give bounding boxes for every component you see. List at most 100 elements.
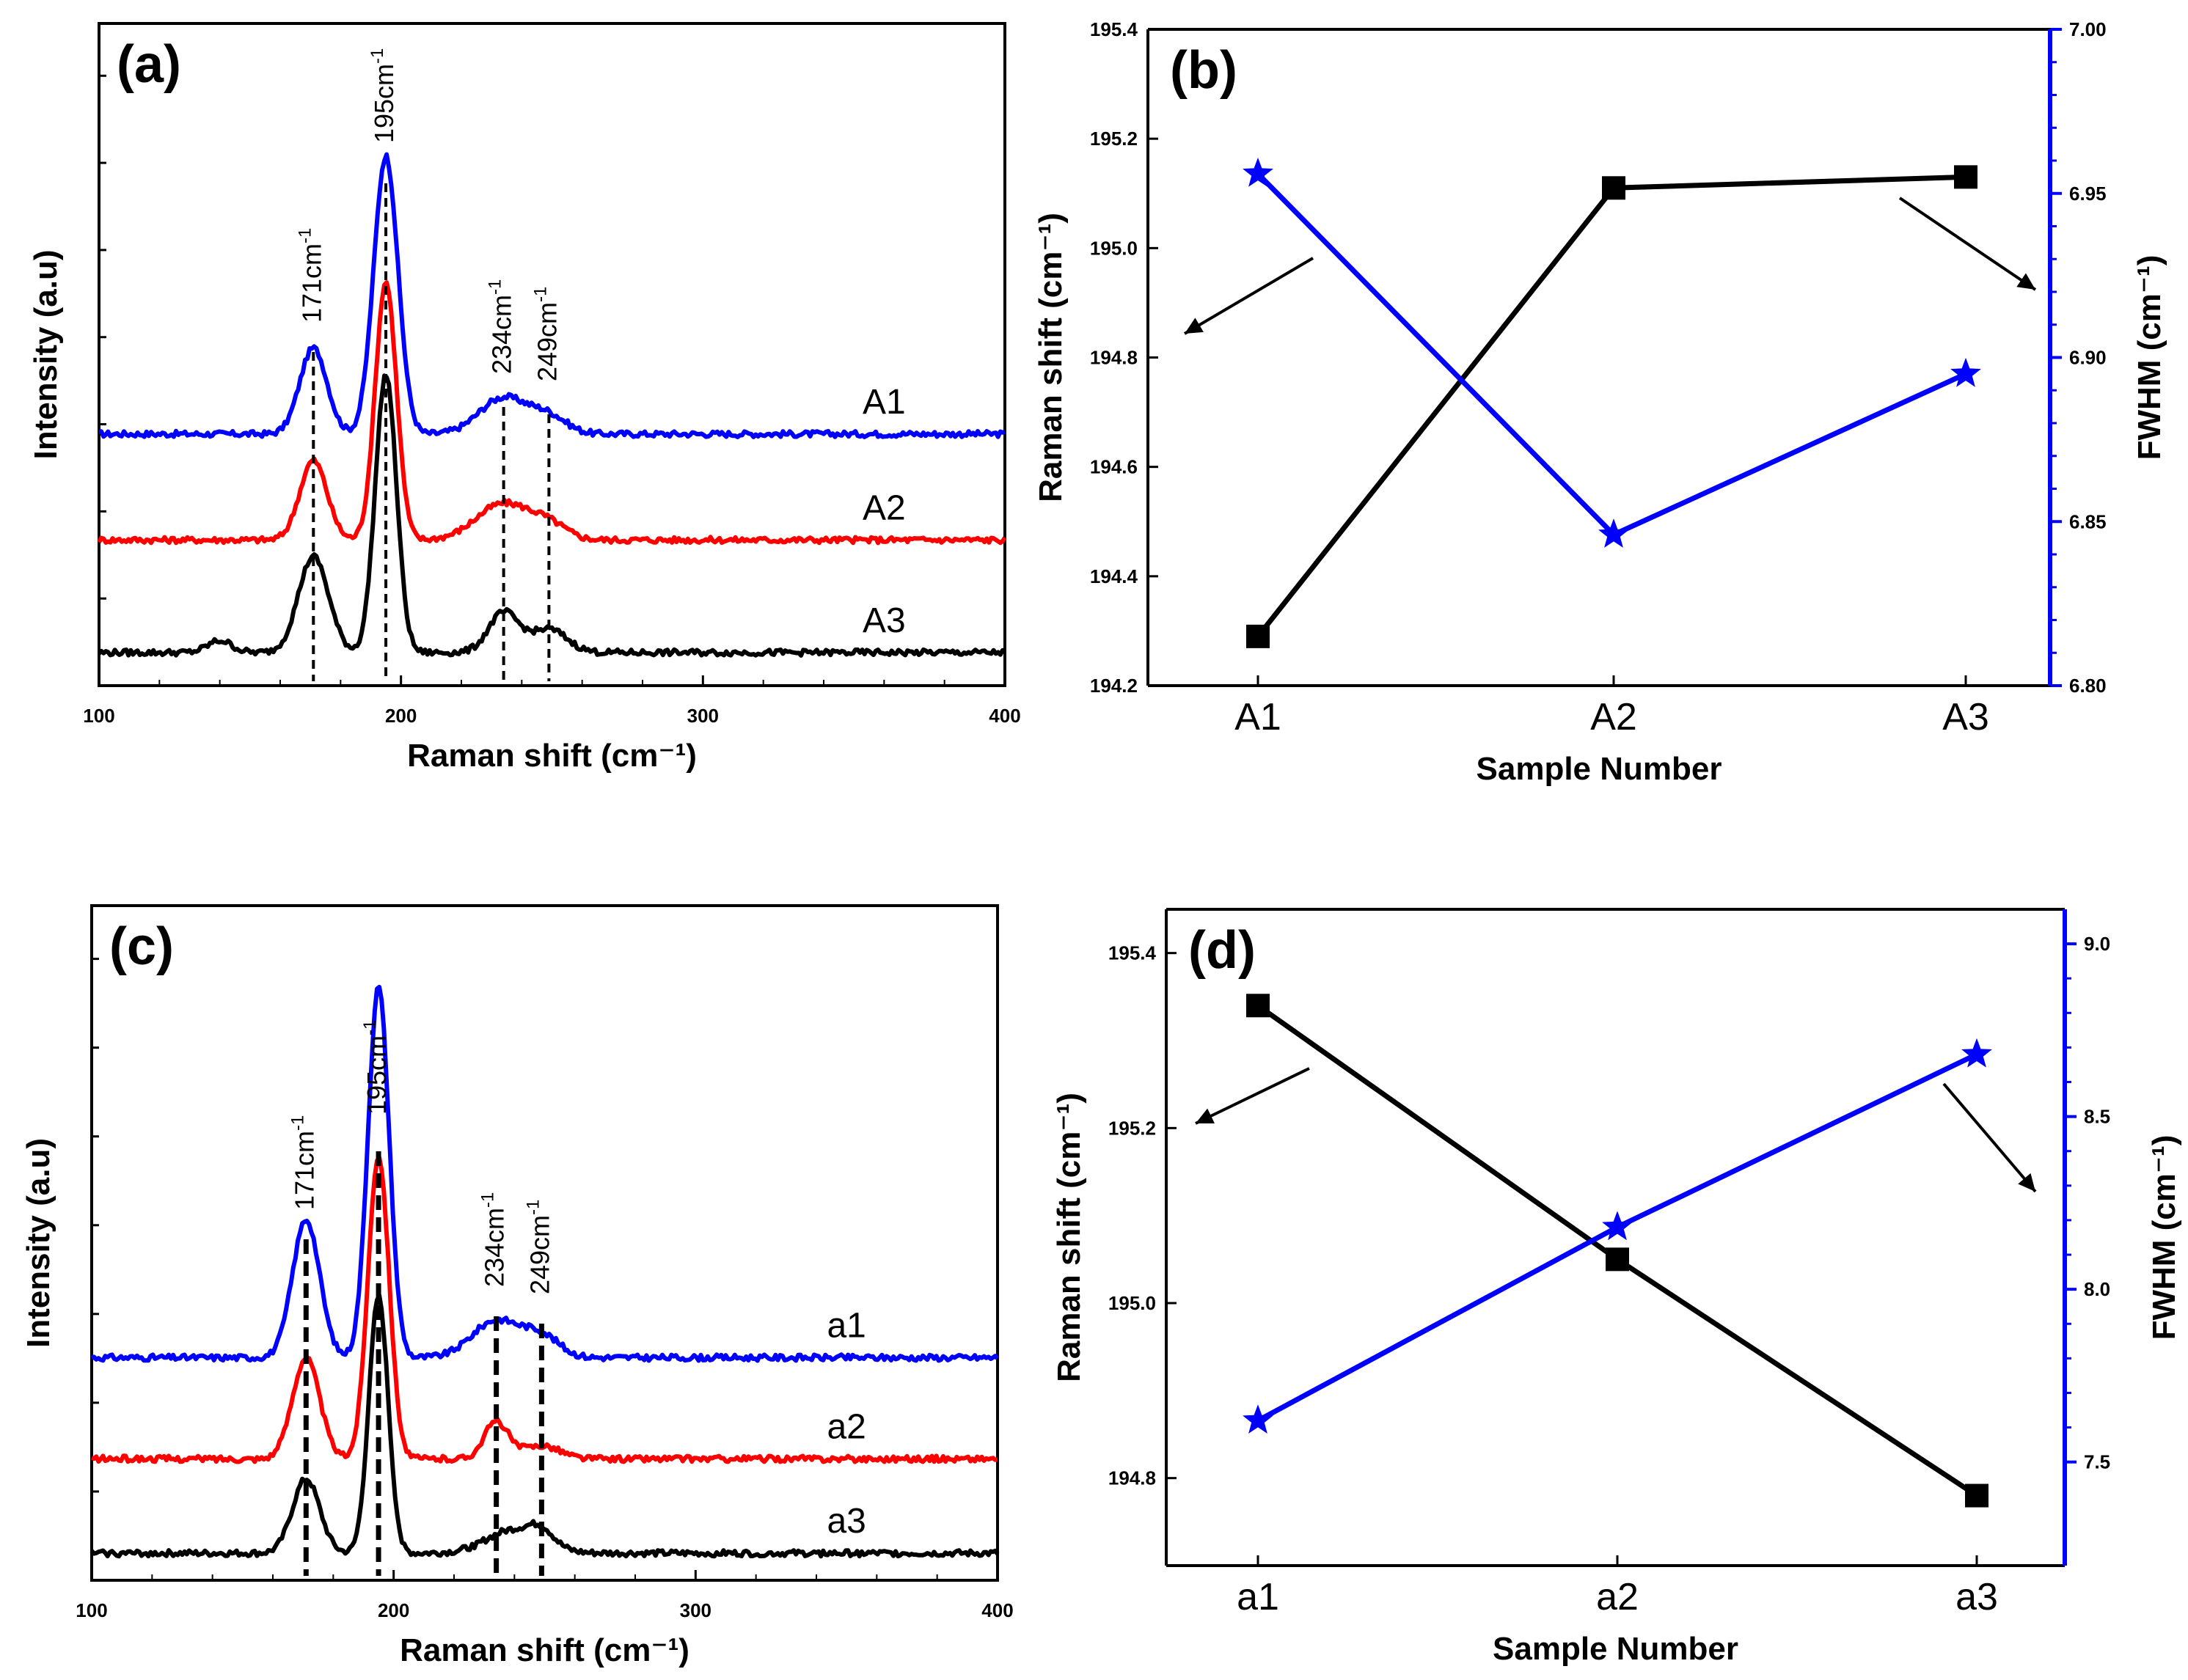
x-axis-title: Sample Number <box>1493 1631 1738 1667</box>
series-label-a1: A1 <box>863 383 906 422</box>
y-right-tick-label: 6.90 <box>2069 347 2107 369</box>
raman-shift-marker <box>1602 176 1625 200</box>
peak-label-text: 195cm <box>369 64 399 143</box>
arrow-head <box>1196 1108 1215 1123</box>
series-line-fwhm <box>1256 1052 1978 1423</box>
y-axis-title: Intensity (a.u) <box>21 1138 56 1348</box>
spectrum-a2 <box>90 1155 998 1464</box>
peak-label-195: 195cm-1 <box>367 48 399 143</box>
x-tick-label-a1: a1 <box>1237 1576 1279 1618</box>
x-tick-label: 200 <box>378 1599 409 1621</box>
series-line-fwhm <box>1256 172 1967 538</box>
y-right-tick-label: 8.0 <box>2084 1278 2110 1300</box>
peak-label-text: 234cm <box>480 1208 510 1287</box>
peak-label-sup: -1 <box>486 279 505 295</box>
y-tick-label: 195.2 <box>1108 1117 1156 1139</box>
peak-label-234: 234cm-1 <box>478 1192 510 1287</box>
fwhm-star-marker <box>1961 1038 1992 1068</box>
arrow-head <box>2018 1173 2035 1192</box>
peak-label-text: 171cm <box>296 243 326 323</box>
y-axis-title-left: Raman shift (cm⁻¹) <box>1033 213 1069 502</box>
peak-label-sup: -1 <box>523 1200 543 1215</box>
peak-label-text: 234cm <box>487 295 517 374</box>
fwhm-star-marker <box>1243 157 1273 187</box>
y-axis-title-right: FWHM (cm⁻¹) <box>2132 255 2167 461</box>
spectrum-a1 <box>98 152 1006 439</box>
peak-label-text: 171cm <box>289 1131 319 1210</box>
y-tick-label: 194.4 <box>1090 565 1138 587</box>
x-tick-label-a1: A1 <box>1234 696 1281 738</box>
spectrum-a3 <box>89 1293 1000 1559</box>
x-tick-label-a3: A3 <box>1942 696 1989 738</box>
raman-shift-marker <box>1246 994 1270 1018</box>
panel-label: (b) <box>1170 41 1237 100</box>
peak-label-234: 234cm-1 <box>486 279 517 374</box>
y-right-tick-label: 8.5 <box>2084 1106 2110 1128</box>
y-right-tick-label: 6.95 <box>2069 183 2107 205</box>
y-tick-label: 195.2 <box>1090 128 1138 150</box>
x-tick-label: 200 <box>385 705 417 727</box>
y-tick-label: 195.4 <box>1108 942 1157 964</box>
peak-label-249: 249cm-1 <box>523 1200 555 1294</box>
spectrum-a2 <box>97 280 1007 546</box>
peak-label-171: 171cm-1 <box>295 228 326 323</box>
y-tick-label: 195.0 <box>1090 237 1138 259</box>
panel-b: 194.2 194.4 194.6 194.8 195.0 195.2 195.4 6.80 6… <box>1033 18 2167 787</box>
peak-label-sup: -1 <box>367 48 387 64</box>
peak-label-text: 249cm <box>524 1215 555 1294</box>
series-label-a1: a1 <box>827 1306 866 1345</box>
peak-label-sup: -1 <box>478 1192 498 1208</box>
y-axis-title-right: FWHM (cm⁻¹) <box>2146 1135 2182 1340</box>
axis-indicator-arrow <box>1898 197 2037 291</box>
y-tick-label: 194.8 <box>1090 347 1138 369</box>
peak-label-sup: -1 <box>530 287 550 302</box>
peak-label-text: 249cm <box>532 302 562 381</box>
peak-label-sup: -1 <box>295 228 315 243</box>
x-tick-label-a3: a3 <box>1955 1576 1998 1618</box>
axis-indicator-arrow <box>1195 1067 1310 1125</box>
x-tick-label: 100 <box>76 1599 107 1621</box>
peak-label-sup: -1 <box>360 1020 380 1035</box>
x-tick-label-a2: a2 <box>1596 1576 1639 1618</box>
x-axis-title: Raman shift (cm⁻¹) <box>400 1632 689 1668</box>
peak-label-sup: -1 <box>288 1115 307 1131</box>
y-tick-label: 194.6 <box>1090 456 1138 478</box>
spectrum-a3 <box>97 373 1006 658</box>
panel-a: 100 200 300 400A1A2A3171cm-1195cm-1234cm-12… <box>28 22 1021 774</box>
arrow-head <box>1185 318 1204 334</box>
arrow-head <box>2016 273 2035 290</box>
x-axis-title: Raman shift (cm⁻¹) <box>407 738 697 774</box>
raman-shift-marker <box>1606 1247 1629 1272</box>
plot-frame <box>98 22 1006 687</box>
y-right-tick-label: 7.00 <box>2069 18 2107 40</box>
peak-label-text: 195cm <box>362 1035 392 1115</box>
axis-indicator-arrow <box>1942 1082 2037 1193</box>
y-right-tick-label: 6.80 <box>2069 675 2107 697</box>
peak-label-195: 195cm-1 <box>360 1020 392 1115</box>
series-label-a2: a2 <box>827 1407 866 1446</box>
axis-indicator-arrow <box>1183 257 1314 335</box>
fwhm-star-marker <box>1950 357 1981 387</box>
x-tick-label-a2: A2 <box>1590 696 1637 738</box>
plot-frame <box>90 904 999 1582</box>
y-right-tick-label: 9.0 <box>2084 933 2110 955</box>
panel-label: (a) <box>117 35 181 94</box>
spectrum-a1 <box>90 985 1000 1363</box>
series-line-raman-shift <box>1256 174 1966 639</box>
y-tick-label: 195.0 <box>1108 1292 1156 1314</box>
fwhm-star-marker <box>1602 1211 1633 1241</box>
peak-label-249: 249cm-1 <box>530 287 562 381</box>
raman-shift-marker <box>1246 624 1270 648</box>
y-axis-title: Intensity (a.u) <box>28 249 64 459</box>
raman-shift-marker <box>1965 1483 1988 1508</box>
peak-label-171: 171cm-1 <box>288 1115 319 1210</box>
fwhm-star-marker <box>1243 1404 1273 1434</box>
panel-label: (c) <box>109 917 174 976</box>
y-right-tick-label: 7.5 <box>2084 1451 2110 1473</box>
y-tick-label: 195.4 <box>1090 18 1138 40</box>
series-label-a2: A2 <box>863 488 906 527</box>
x-tick-label: 400 <box>981 1599 1013 1621</box>
x-tick-label: 400 <box>989 705 1020 727</box>
x-tick-label: 300 <box>687 705 719 727</box>
